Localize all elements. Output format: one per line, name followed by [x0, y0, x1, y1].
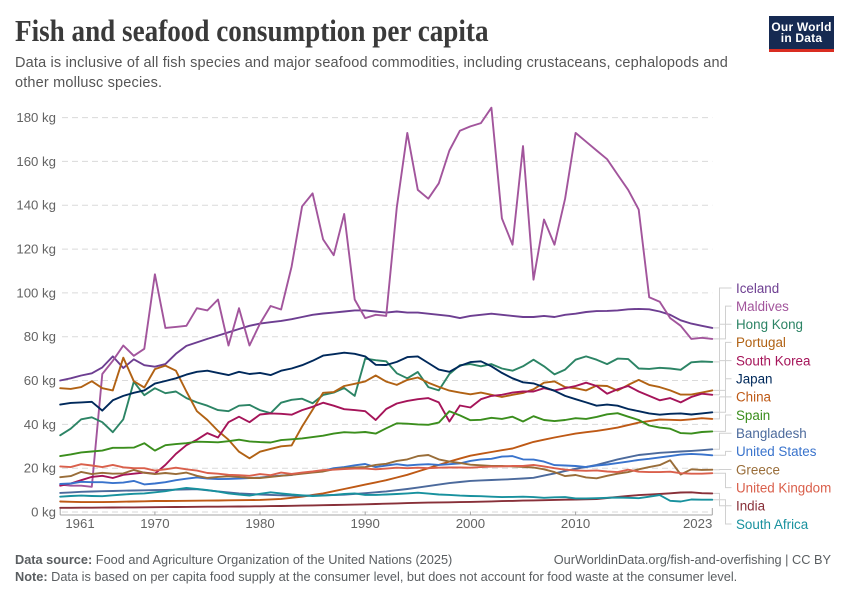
svg-text:0 kg: 0 kg — [31, 505, 56, 520]
svg-text:Portugal: Portugal — [736, 335, 786, 350]
svg-text:Iceland: Iceland — [736, 281, 779, 296]
svg-text:India: India — [736, 499, 766, 514]
svg-text:Japan: Japan — [736, 372, 772, 387]
svg-text:1961: 1961 — [65, 516, 94, 531]
svg-text:1970: 1970 — [140, 516, 169, 531]
svg-text:180 kg: 180 kg — [16, 110, 56, 125]
svg-text:South Korea: South Korea — [736, 353, 811, 368]
svg-text:160 kg: 160 kg — [16, 154, 56, 169]
svg-text:United States: United States — [736, 444, 817, 459]
svg-text:100 kg: 100 kg — [16, 285, 56, 300]
svg-text:Spain: Spain — [736, 408, 770, 423]
svg-text:2023: 2023 — [683, 516, 712, 531]
svg-text:Bangladesh: Bangladesh — [736, 426, 807, 441]
svg-text:40 kg: 40 kg — [24, 417, 56, 432]
svg-text:120 kg: 120 kg — [16, 242, 56, 257]
svg-text:20 kg: 20 kg — [24, 461, 56, 476]
svg-text:80 kg: 80 kg — [24, 329, 56, 344]
svg-text:United Kingdom: United Kingdom — [736, 480, 831, 495]
svg-text:Maldives: Maldives — [736, 299, 789, 314]
svg-text:60 kg: 60 kg — [24, 373, 56, 388]
svg-text:2000: 2000 — [456, 516, 485, 531]
svg-text:1990: 1990 — [351, 516, 380, 531]
svg-text:2010: 2010 — [561, 516, 590, 531]
svg-text:140 kg: 140 kg — [16, 198, 56, 213]
svg-text:Hong Kong: Hong Kong — [736, 317, 803, 332]
svg-text:1980: 1980 — [245, 516, 274, 531]
svg-text:South Africa: South Africa — [736, 517, 809, 532]
svg-text:Greece: Greece — [736, 462, 780, 477]
svg-text:China: China — [736, 390, 772, 405]
